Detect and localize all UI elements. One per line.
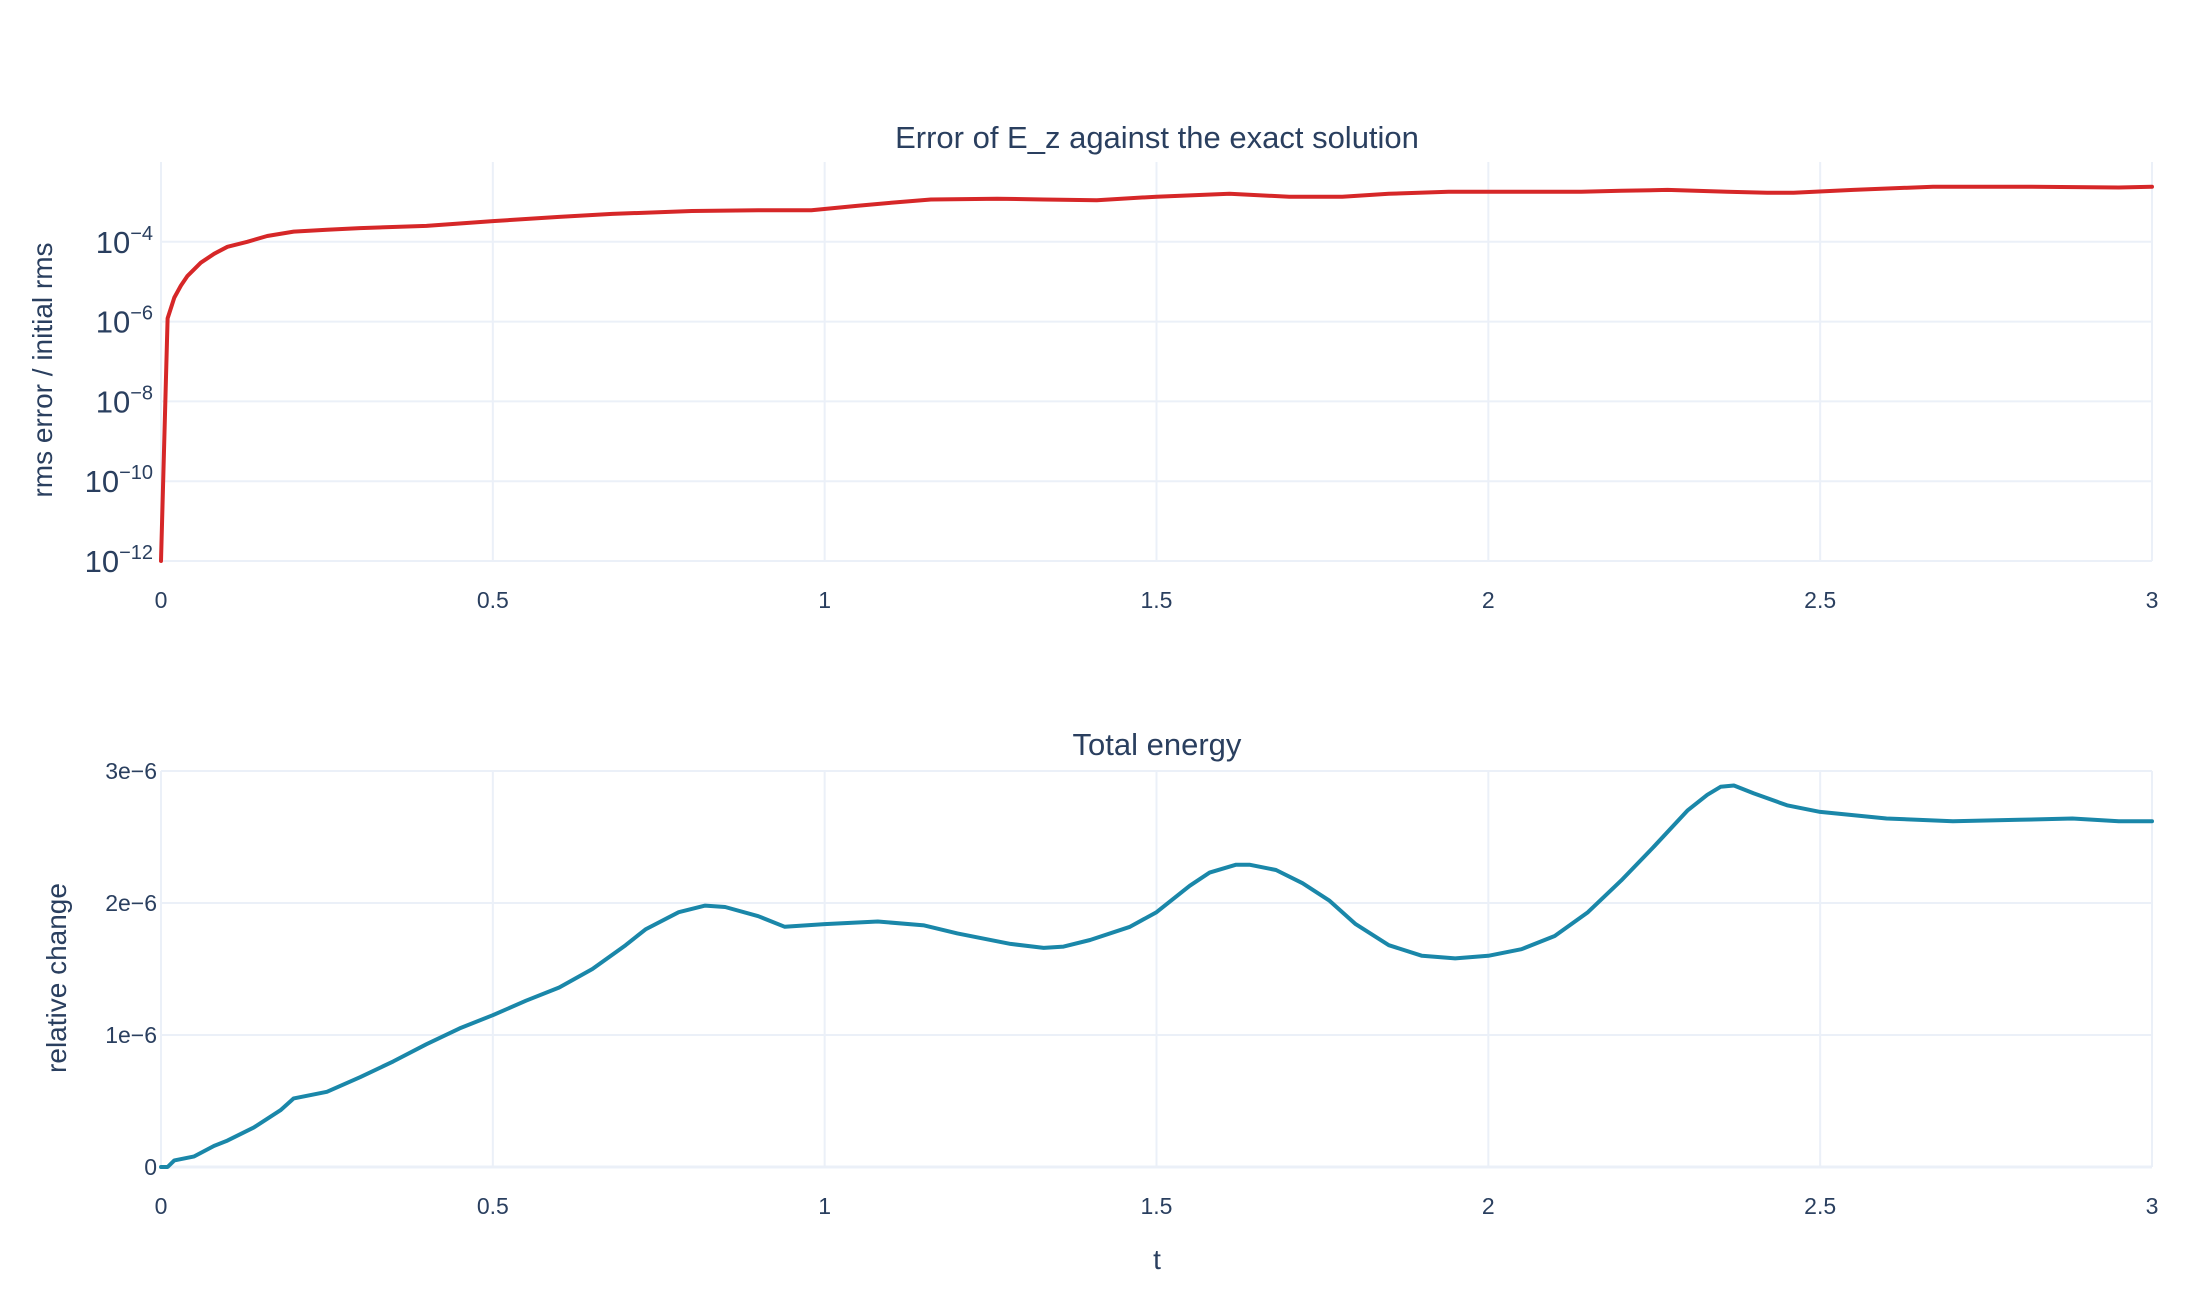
y-tick-exponent: −12 bbox=[119, 542, 153, 564]
x-tick-label: 0.5 bbox=[477, 587, 509, 613]
error-chart-title: Error of E_z against the exact solution bbox=[895, 120, 1419, 155]
y-tick-label: 10−10 bbox=[85, 462, 153, 499]
x-tick-label: 3 bbox=[2146, 587, 2159, 613]
x-tick-label: 2.5 bbox=[1804, 587, 1836, 613]
y-tick-exponent: −8 bbox=[130, 382, 153, 404]
y-tick-base: 10 bbox=[85, 544, 119, 579]
error-gridlines bbox=[160, 162, 2153, 562]
x-tick-label: 0.5 bbox=[477, 1193, 509, 1219]
energy-series bbox=[159, 783, 2154, 1169]
energy-gridlines bbox=[160, 770, 2153, 1169]
x-tick-label: 0 bbox=[155, 1193, 168, 1219]
error-panel: Error of E_z against the exact solution … bbox=[27, 120, 2158, 613]
y-tick-label: 0 bbox=[144, 1154, 157, 1180]
y-tick-exponent: −6 bbox=[130, 303, 153, 325]
x-tick-label: 1 bbox=[818, 1193, 831, 1219]
x-tick-label: 1.5 bbox=[1141, 587, 1173, 613]
x-tick-label: 0 bbox=[155, 587, 168, 613]
series-line bbox=[159, 184, 2154, 563]
x-tick-label: 3 bbox=[2146, 1193, 2159, 1219]
x-tick-label: 1.5 bbox=[1141, 1193, 1173, 1219]
error-series bbox=[159, 184, 2154, 563]
x-tick-label: 2.5 bbox=[1804, 1193, 1836, 1219]
y-tick-label: 10−4 bbox=[96, 223, 153, 260]
y-tick-base: 10 bbox=[96, 384, 130, 419]
y-tick-label: 10−12 bbox=[85, 542, 153, 579]
energy-chart-title: Total energy bbox=[1073, 727, 1242, 762]
energy-y-tick-labels: 0 1e−6 2e−6 3e−6 bbox=[105, 758, 157, 1180]
y-tick-label: 1e−6 bbox=[105, 1022, 157, 1048]
energy-panel: Total energy 0 0.5 1 1.5 2 2.5 3 0 1e−6 2e−6 3e−6… bbox=[41, 727, 2158, 1275]
series-line bbox=[159, 783, 2154, 1169]
x-tick-label: 2 bbox=[1482, 587, 1495, 613]
error-y-axis-label: rms error / initial rms bbox=[27, 242, 58, 497]
y-tick-label: 3e−6 bbox=[105, 758, 157, 784]
y-tick-label: 2e−6 bbox=[105, 890, 157, 916]
energy-y-axis-label: relative change bbox=[41, 883, 72, 1073]
energy-x-tick-labels: 0 0.5 1 1.5 2 2.5 3 bbox=[155, 1193, 2159, 1219]
y-tick-label: 10−8 bbox=[96, 382, 153, 419]
y-tick-base: 10 bbox=[96, 225, 130, 260]
y-tick-label: 10−6 bbox=[96, 303, 153, 340]
y-tick-exponent: −4 bbox=[130, 223, 153, 245]
y-tick-exponent: −10 bbox=[119, 462, 153, 484]
energy-x-axis-label: t bbox=[1153, 1244, 1161, 1275]
error-x-tick-labels: 0 0.5 1 1.5 2 2.5 3 bbox=[155, 587, 2159, 613]
y-tick-base: 10 bbox=[85, 464, 119, 499]
x-tick-label: 2 bbox=[1482, 1193, 1495, 1219]
y-tick-base: 10 bbox=[96, 305, 130, 340]
x-tick-label: 1 bbox=[818, 587, 831, 613]
